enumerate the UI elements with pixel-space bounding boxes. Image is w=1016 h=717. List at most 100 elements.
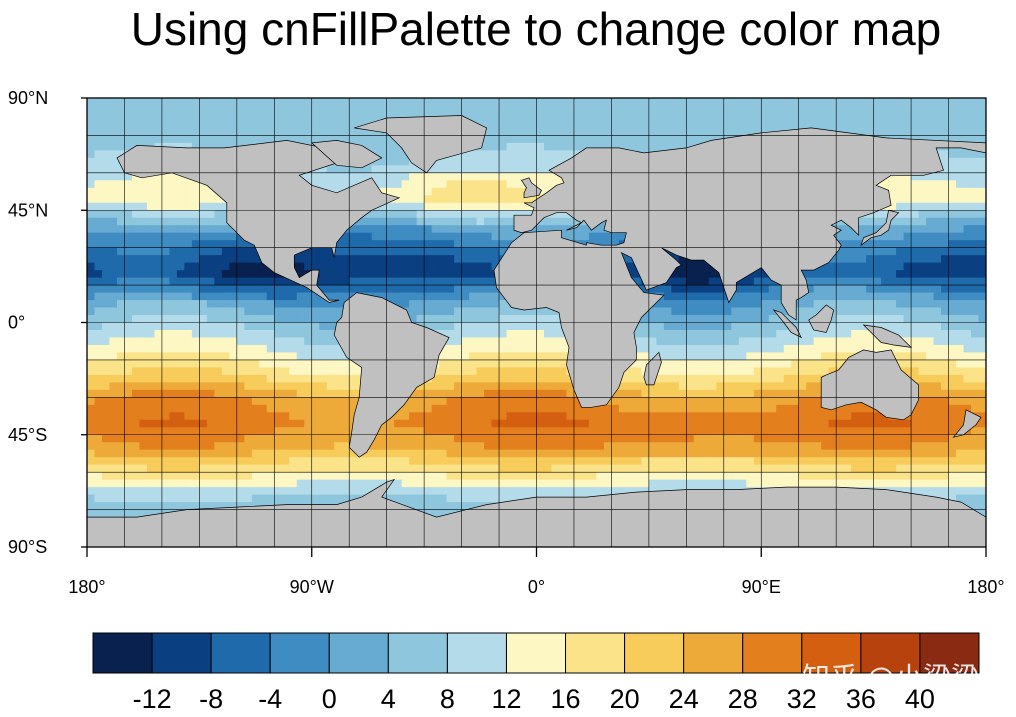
field-cell [933,285,942,294]
field-cell [798,120,807,129]
field-cell [191,127,200,137]
field-cell [154,359,163,368]
field-cell [543,225,553,234]
field-cell [873,277,882,286]
field-cell [311,135,320,144]
field-cell [926,217,935,226]
field-cell [184,217,193,226]
field-cell [124,300,133,309]
field-cell [476,329,485,339]
field-cell [364,247,373,256]
field-cell [948,150,957,159]
field-cell [948,315,957,324]
field-cell [356,270,365,279]
field-cell [753,367,762,376]
field-cell [289,322,298,331]
field-cell [124,135,133,144]
field-cell [341,120,350,129]
field-cell [461,270,470,279]
field-cell [394,195,403,204]
field-cell [843,292,852,301]
field-cell [281,98,290,107]
field-cell [978,337,986,346]
field-cell [101,337,111,346]
field-cell [701,315,710,324]
field-cell [926,232,935,241]
field-cell [416,240,425,249]
field-cell [881,232,890,241]
field-cell [731,292,740,301]
field-cell [304,127,313,137]
field-cell [101,240,111,249]
field-cell [139,344,148,354]
field-cell [648,329,657,339]
field-cell [131,359,141,368]
field-cell [109,240,118,249]
field-cell [274,367,283,376]
field-cell [491,127,500,137]
field-cell [491,172,500,181]
field-cell [221,397,230,406]
field-cell [656,105,665,114]
field-cell [176,292,185,301]
field-cell [87,344,96,354]
field-cell [109,270,118,279]
field-cell [911,112,920,122]
field-cell [401,232,410,241]
field-cell [491,262,500,271]
field-cell [926,382,935,391]
field-cell [956,105,965,114]
field-cell [326,374,335,383]
field-cell [87,255,96,264]
field-cell [941,247,950,256]
field-cell [836,337,845,346]
field-cell [798,367,807,376]
field-cell [866,247,875,256]
field-cell [416,307,425,316]
field-cell [124,255,133,264]
field-cell [101,292,111,301]
field-cell [618,382,627,391]
field-cell [633,127,642,137]
field-cell [821,359,830,368]
field-cell [896,225,905,234]
field-cell [484,105,493,114]
field-cell [596,142,605,151]
field-cell [678,397,687,406]
field-cell [896,172,905,181]
field-cell [896,240,905,249]
field-cell [896,105,905,114]
field-cell [641,359,650,368]
field-cell [618,135,627,144]
field-cell [191,307,200,316]
field-cell [251,307,260,316]
field-cell [259,382,268,391]
field-cell [693,135,702,144]
field-cell [94,270,103,279]
field-cell [289,300,298,309]
field-cell [191,292,200,301]
field-cell [259,270,268,279]
field-cell [723,337,732,346]
field-cell [723,359,732,368]
field-cell [626,382,635,391]
field-cell [139,255,148,264]
field-cell [476,120,485,129]
field-cell [933,359,942,368]
field-cell [678,344,687,354]
field-cell [693,285,702,294]
field-cell [873,262,882,271]
field-cell [596,225,605,234]
field-cell [461,337,470,346]
field-cell [371,240,380,249]
field-cell [828,344,837,354]
field-cell [558,120,568,129]
field-cell [184,232,193,241]
field-cell [214,404,223,413]
field-cell [708,322,717,331]
field-cell [499,187,508,196]
field-cell [903,195,912,204]
field-cell [214,270,223,279]
field-cell [176,195,185,204]
field-cell [858,120,867,129]
